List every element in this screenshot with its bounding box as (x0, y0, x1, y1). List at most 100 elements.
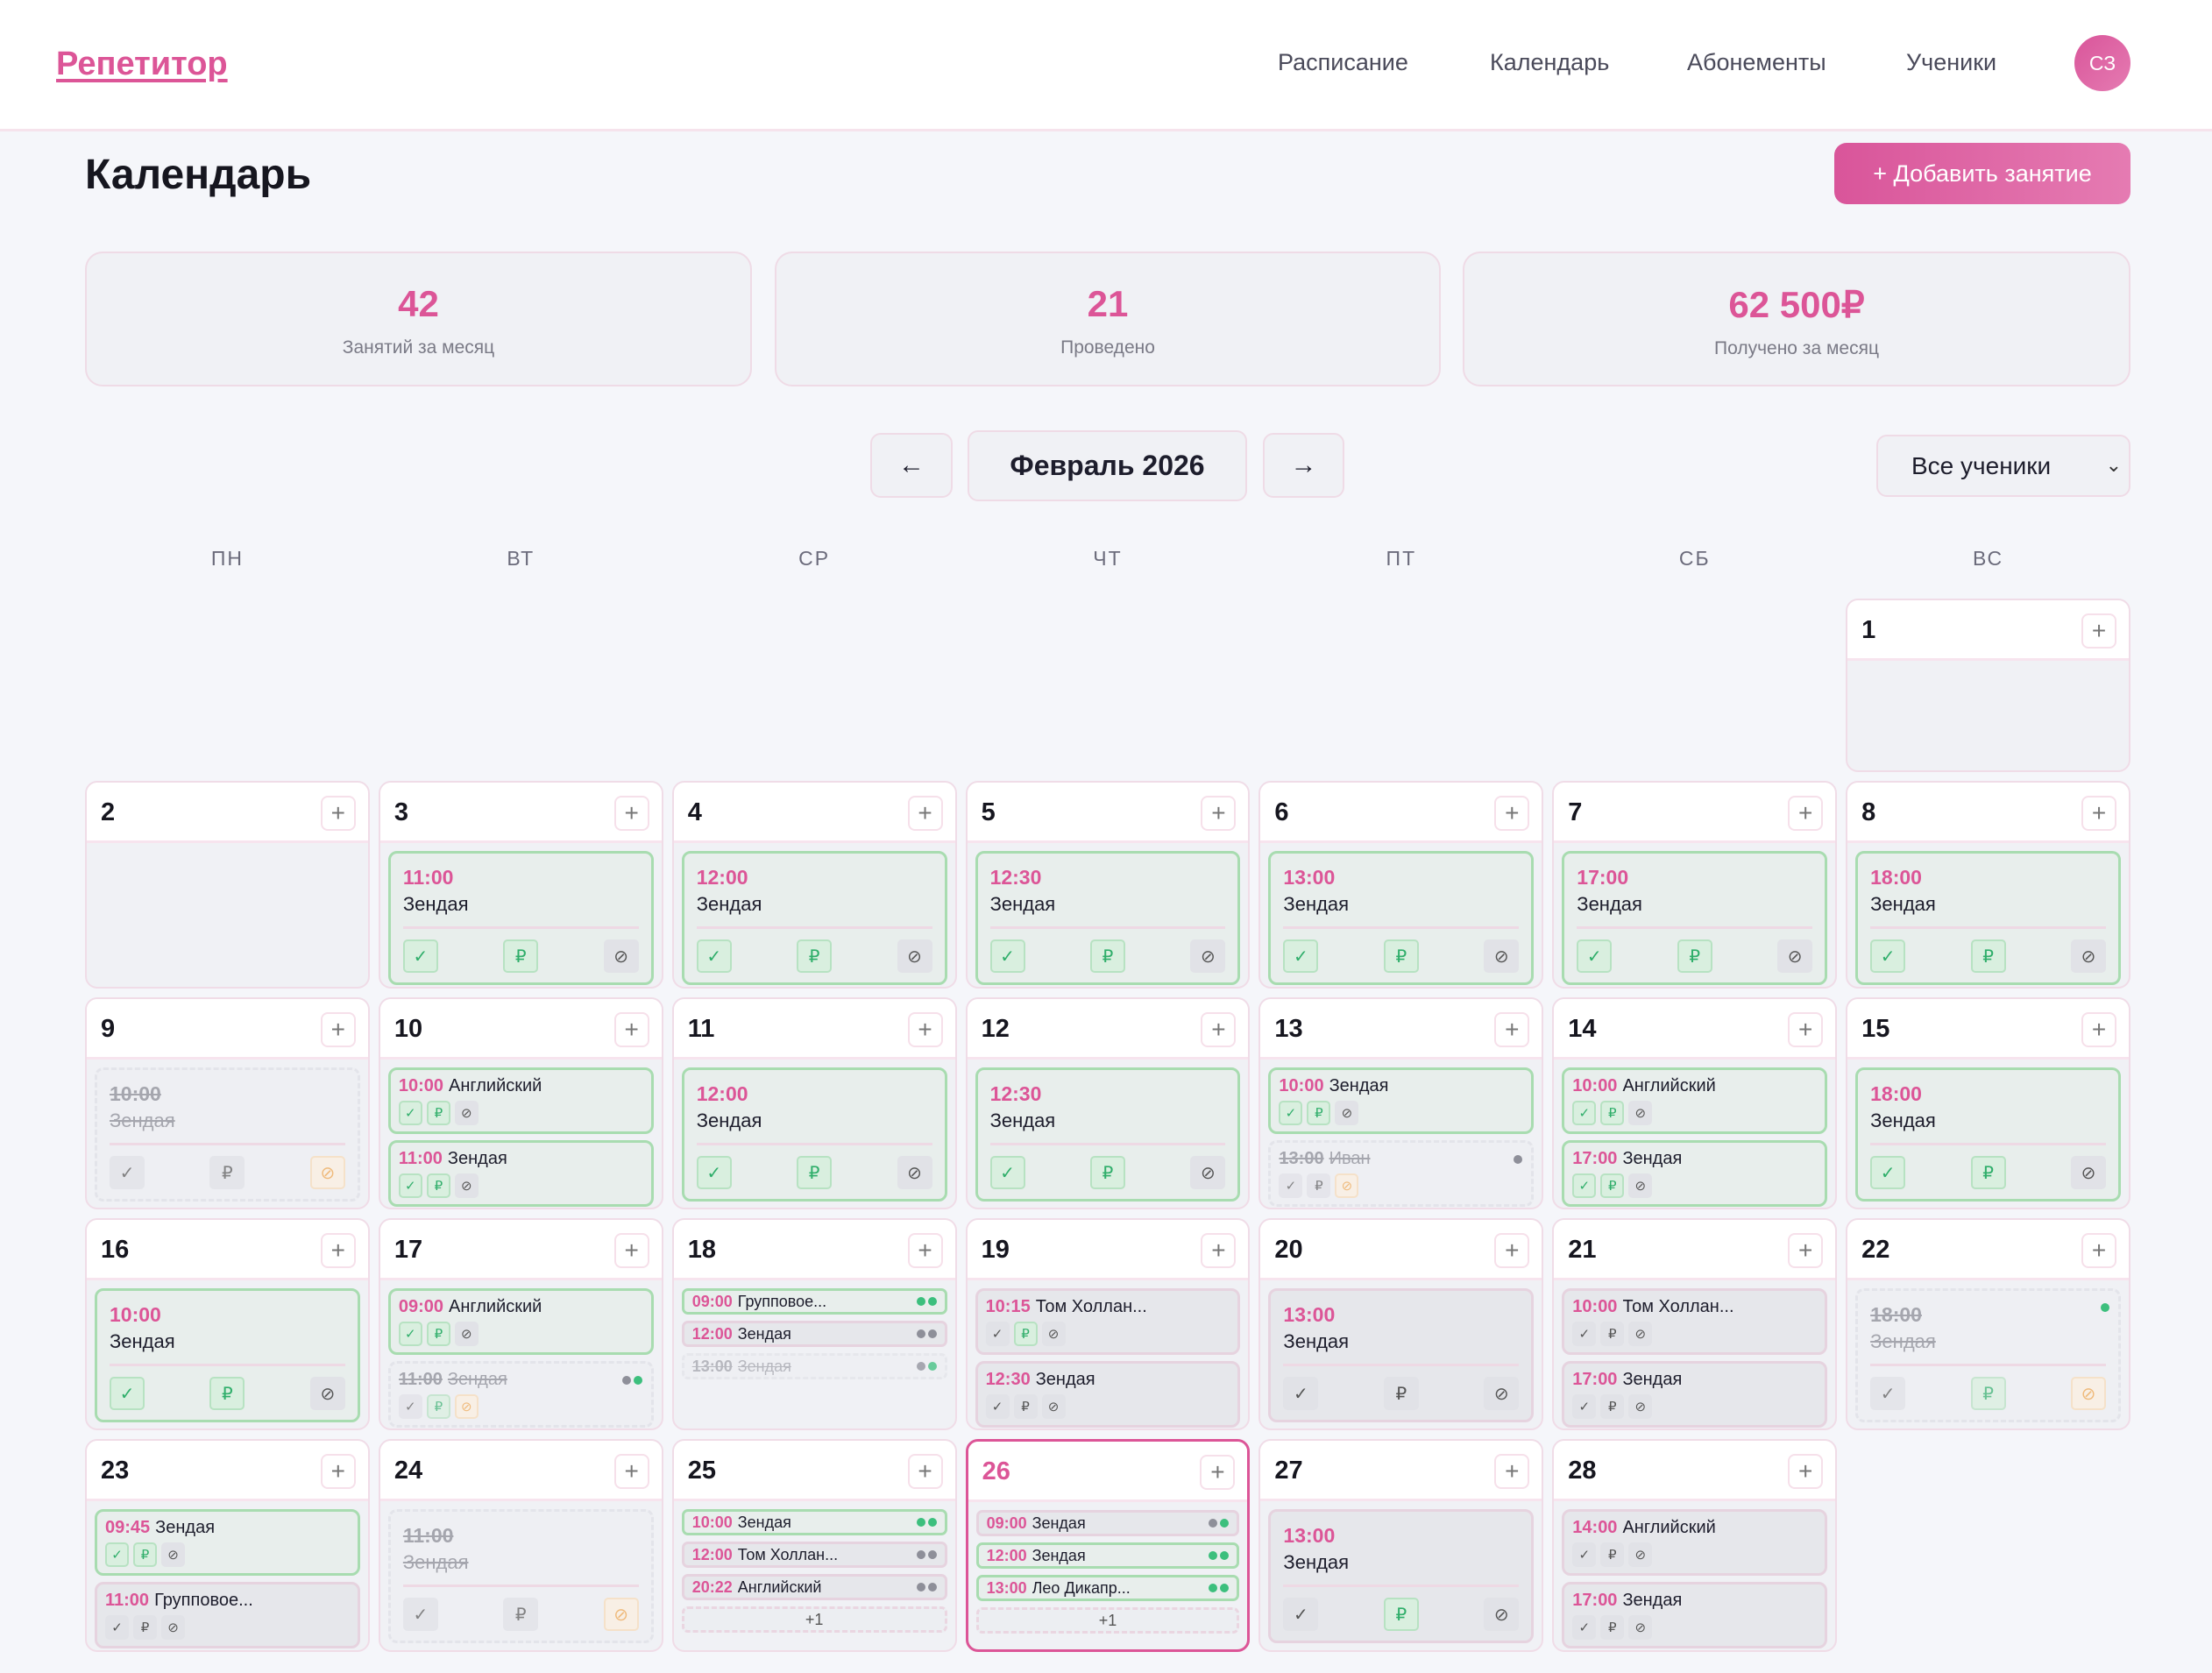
cancel-button[interactable]: ⊘ (1628, 1615, 1653, 1640)
add-lesson-day-button[interactable]: + (613, 1454, 649, 1489)
day-cell[interactable]: 23 +09:45 Зендая ✓ ₽ ⊘ 11:00 Групповое... ✓ ₽ ⊘ (85, 1439, 370, 1652)
lesson-card[interactable]: 18:00 Зендая ✓ ₽ ⊘ (1855, 1288, 2121, 1422)
lesson-card[interactable]: 10:00 Зендая ✓ ₽ ⊘ (95, 1288, 360, 1422)
nav-schedule[interactable]: Расписание (1278, 49, 1408, 75)
day-cell[interactable]: 3 +11:00 Зендая ✓ ₽ ⊘ (378, 781, 663, 989)
check-button[interactable]: ✓ (105, 1615, 129, 1640)
ruble-button[interactable]: ₽ (1307, 1101, 1331, 1125)
ruble-button[interactable]: ₽ (1383, 1377, 1419, 1410)
student-filter-select[interactable]: Все ученики ⌄ (1876, 435, 2130, 497)
lesson-card[interactable]: 09:45 Зендая ✓ ₽ ⊘ (95, 1509, 360, 1576)
day-cell[interactable]: 19 +10:15 Том Холлан... ✓ ₽ ⊘ 12:30 Зендая ✓ ₽ ⊘ (965, 1218, 1251, 1430)
add-lesson-day-button[interactable]: + (2081, 1012, 2116, 1047)
ruble-button[interactable]: ₽ (1600, 1173, 1625, 1198)
lesson-row[interactable]: 09:00 Групповое... (681, 1288, 947, 1315)
more-lessons-button[interactable]: +1 (681, 1606, 947, 1633)
ruble-button[interactable]: ₽ (1383, 1598, 1419, 1631)
cancel-button[interactable]: ⊘ (1190, 939, 1226, 973)
check-button[interactable]: ✓ (402, 1598, 438, 1631)
add-lesson-day-button[interactable]: + (1788, 1233, 1824, 1268)
lesson-card[interactable]: 12:00 Зендая ✓ ₽ ⊘ (681, 851, 947, 985)
lesson-row[interactable]: 13:00 Зендая (681, 1353, 947, 1379)
lesson-row[interactable]: 09:00 Зендая (975, 1510, 1240, 1536)
cancel-button[interactable]: ⊘ (454, 1322, 479, 1346)
add-lesson-day-button[interactable]: + (907, 796, 943, 831)
day-cell[interactable]: 14 +10:00 Английский ✓ ₽ ⊘ 17:00 Зендая ✓ ₽ ⊘ (1552, 997, 1838, 1209)
add-lesson-day-button[interactable]: + (1201, 1233, 1237, 1268)
lesson-card[interactable]: 14:00 Английский ✓ ₽ ⊘ (1562, 1509, 1828, 1576)
check-button[interactable]: ✓ (985, 1394, 1010, 1419)
day-cell[interactable]: 24 +11:00 Зендая ✓ ₽ ⊘ (378, 1439, 663, 1652)
add-lesson-day-button[interactable]: + (907, 1233, 943, 1268)
day-cell[interactable]: 18 +09:00 Групповое... 12:00 Зендая 13:00 Зенд… (671, 1218, 957, 1430)
add-lesson-day-button[interactable]: + (2081, 613, 2116, 649)
add-lesson-day-button[interactable]: + (613, 1012, 649, 1047)
ruble-button[interactable]: ₽ (209, 1156, 245, 1189)
check-button[interactable]: ✓ (989, 939, 1025, 973)
lesson-row[interactable]: 10:00 Зендая (681, 1509, 947, 1535)
avatar[interactable]: СЗ (2074, 35, 2130, 91)
add-lesson-day-button[interactable]: + (320, 1012, 356, 1047)
check-button[interactable]: ✓ (1572, 1322, 1597, 1346)
lesson-card[interactable]: 13:00 Зендая ✓ ₽ ⊘ (1268, 851, 1535, 985)
lesson-row[interactable]: 13:00 Лео Дикапр... (975, 1575, 1240, 1601)
day-cell[interactable]: 17 +09:00 Английский ✓ ₽ ⊘ 11:00 Зендая ✓ ₽ ⊘ (378, 1218, 663, 1430)
lesson-card[interactable]: 12:30 Зендая ✓ ₽ ⊘ (975, 1067, 1241, 1202)
ruble-button[interactable]: ₽ (1089, 1156, 1125, 1189)
day-cell[interactable]: 7 +17:00 Зендая ✓ ₽ ⊘ (1552, 781, 1838, 989)
nav-calendar[interactable]: Календарь (1490, 49, 1610, 75)
check-button[interactable]: ✓ (110, 1377, 145, 1410)
lesson-card[interactable]: 09:00 Английский ✓ ₽ ⊘ (387, 1288, 654, 1355)
day-cell[interactable]: 15 +18:00 Зендая ✓ ₽ ⊘ (1846, 997, 2130, 1209)
day-cell[interactable]: 5 +12:30 Зендая ✓ ₽ ⊘ (965, 781, 1251, 989)
ruble-button[interactable]: ₽ (1600, 1101, 1625, 1125)
check-button[interactable]: ✓ (105, 1542, 129, 1567)
ruble-button[interactable]: ₽ (797, 1156, 833, 1189)
add-lesson-day-button[interactable]: + (320, 1233, 356, 1268)
ruble-button[interactable]: ₽ (426, 1101, 450, 1125)
cancel-button[interactable]: ⊘ (309, 1156, 345, 1189)
prev-month-button[interactable]: ← (870, 433, 953, 498)
day-cell[interactable]: 22 +18:00 Зендая ✓ ₽ ⊘ (1846, 1218, 2130, 1430)
check-button[interactable]: ✓ (110, 1156, 145, 1189)
ruble-button[interactable]: ₽ (797, 939, 833, 973)
day-cell[interactable]: 21 +10:00 Том Холлан... ✓ ₽ ⊘ 17:00 Зендая ✓ ₽ ⊘ (1552, 1218, 1838, 1430)
check-button[interactable]: ✓ (398, 1322, 422, 1346)
check-button[interactable]: ✓ (1572, 1615, 1597, 1640)
check-button[interactable]: ✓ (398, 1394, 422, 1419)
lesson-row[interactable]: 12:00 Зендая (975, 1542, 1240, 1569)
ruble-button[interactable]: ₽ (1970, 1156, 2006, 1189)
next-month-button[interactable]: → (1263, 433, 1344, 498)
cancel-button[interactable]: ⊘ (1190, 1156, 1226, 1189)
lesson-card[interactable]: 10:00 Английский ✓ ₽ ⊘ (1562, 1067, 1828, 1134)
more-lessons-button[interactable]: +1 (975, 1607, 1240, 1634)
add-lesson-day-button[interactable]: + (613, 796, 649, 831)
day-cell[interactable]: 28 +14:00 Английский ✓ ₽ ⊘ 17:00 Зендая ✓ ₽ ⊘ (1552, 1439, 1838, 1652)
day-cell[interactable]: 10 +10:00 Английский ✓ ₽ ⊘ 11:00 Зендая ✓ ₽ ⊘ (378, 997, 663, 1209)
check-button[interactable]: ✓ (989, 1156, 1025, 1189)
add-lesson-day-button[interactable]: + (1788, 1012, 1824, 1047)
day-cell[interactable]: 11 +12:00 Зендая ✓ ₽ ⊘ (671, 997, 957, 1209)
check-button[interactable]: ✓ (1572, 1394, 1597, 1419)
add-lesson-day-button[interactable]: + (907, 1012, 943, 1047)
day-cell[interactable]: 13 +10:00 Зендая ✓ ₽ ⊘ 13:00 Иван ✓ ₽ ⊘ (1258, 997, 1544, 1209)
add-lesson-day-button[interactable]: + (1494, 1454, 1530, 1489)
lesson-card[interactable]: 11:00 Групповое... ✓ ₽ ⊘ (95, 1582, 360, 1648)
lesson-card[interactable]: 10:00 Английский ✓ ₽ ⊘ (387, 1067, 654, 1134)
cancel-button[interactable]: ⊘ (1335, 1173, 1359, 1198)
day-cell[interactable]: 6 +13:00 Зендая ✓ ₽ ⊘ (1258, 781, 1544, 989)
check-button[interactable]: ✓ (696, 939, 732, 973)
add-lesson-day-button[interactable]: + (907, 1454, 943, 1489)
day-cell[interactable]: 1 + (1846, 599, 2130, 772)
check-button[interactable]: ✓ (1279, 1101, 1303, 1125)
day-cell[interactable]: 26 +09:00 Зендая 12:00 Зендая 13:00 Лео Дикапр… (965, 1439, 1251, 1652)
lesson-card[interactable]: 10:00 Том Холлан... ✓ ₽ ⊘ (1562, 1288, 1828, 1355)
cancel-button[interactable]: ⊘ (1628, 1394, 1653, 1419)
check-button[interactable]: ✓ (1870, 939, 1906, 973)
cancel-button[interactable]: ⊘ (1335, 1101, 1359, 1125)
lesson-card[interactable]: 18:00 Зендая ✓ ₽ ⊘ (1855, 851, 2121, 985)
add-lesson-button[interactable]: + Добавить занятие (1834, 143, 2130, 204)
cancel-button[interactable]: ⊘ (309, 1377, 345, 1410)
ruble-button[interactable]: ₽ (1013, 1394, 1038, 1419)
check-button[interactable]: ✓ (985, 1322, 1010, 1346)
